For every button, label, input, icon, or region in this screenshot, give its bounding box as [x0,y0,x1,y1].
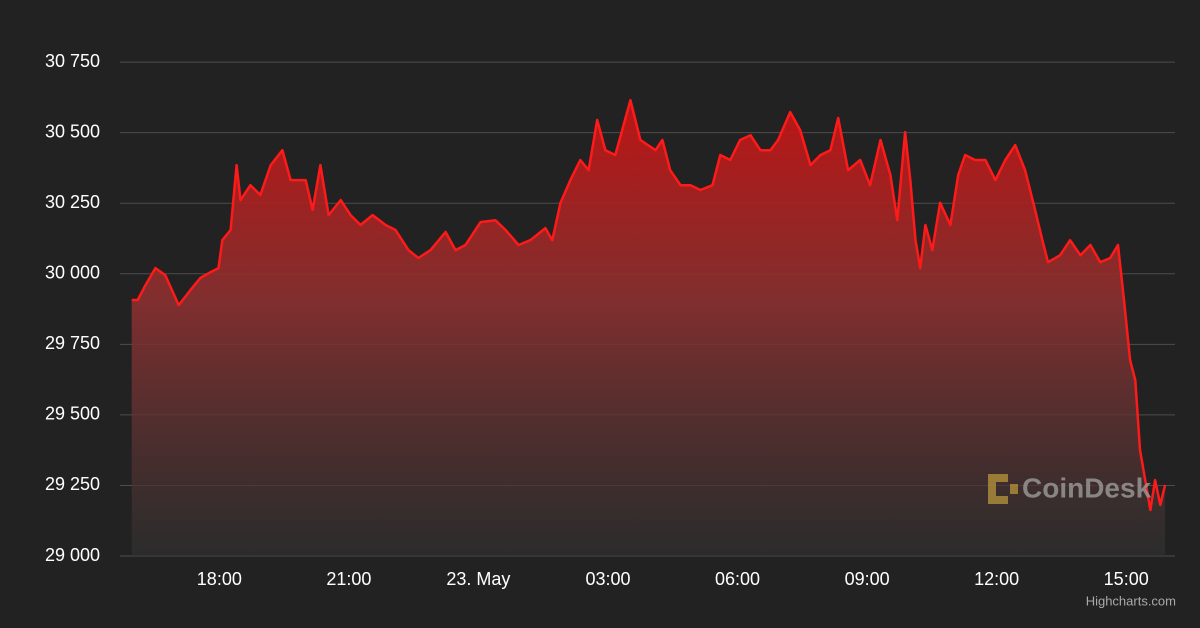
x-tick-label: 03:00 [585,569,630,589]
y-tick-label: 30 000 [45,263,100,283]
x-tick-label: 12:00 [974,569,1019,589]
x-tick-label: 15:00 [1104,569,1149,589]
x-tick-label: 06:00 [715,569,760,589]
x-tick-label: 21:00 [326,569,371,589]
watermark: CoinDesk [1022,472,1152,503]
area [131,100,1166,556]
y-tick-label: 29 000 [45,545,100,565]
y-tick-label: 30 500 [45,121,100,141]
line [131,98,1167,512]
x-tick-label: 23. May [446,569,510,589]
y-tick-label: 29 500 [45,404,100,424]
y-tick-label: 30 750 [45,51,100,71]
y-tick-label: 29 750 [45,333,100,353]
y-tick-label: 30 250 [45,192,100,212]
watermark-logo [988,474,1018,504]
y-tick-label: 29 250 [45,474,100,494]
x-tick-label: 18:00 [197,569,242,589]
plot [131,98,1167,556]
x-tick-label: 09:00 [845,569,890,589]
credits[interactable]: Highcharts.com [1086,593,1176,608]
